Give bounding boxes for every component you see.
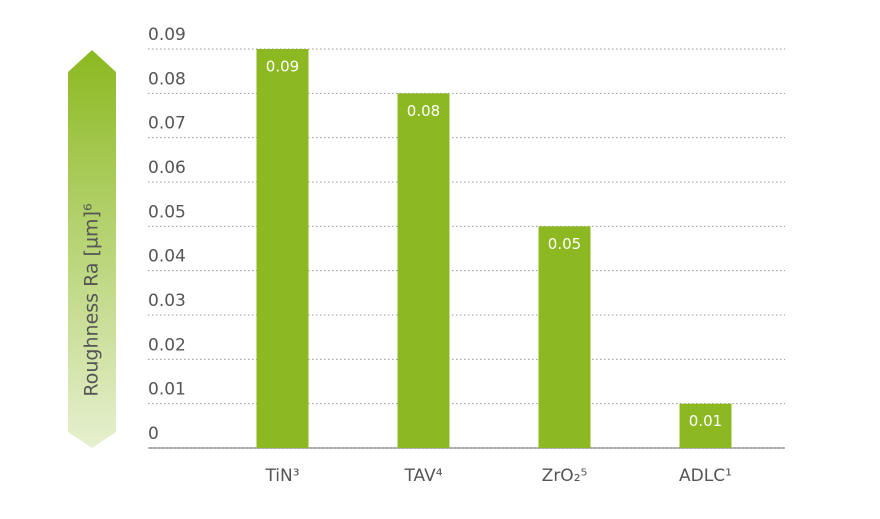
x-tick-label: ADLC¹ <box>679 466 732 486</box>
value-label: 0.09 <box>266 58 299 76</box>
bar <box>679 403 732 448</box>
bar <box>256 49 309 448</box>
y-tick-label: 0.01 <box>148 380 186 400</box>
bar <box>538 226 591 448</box>
axis-arrow <box>68 50 116 448</box>
y-tick-label: 0.06 <box>148 158 186 178</box>
y-axis-label: Roughness Ra [µm]⁶ <box>81 203 103 396</box>
x-tick-label: ZrO₂⁵ <box>542 466 588 486</box>
y-tick-label: 0.05 <box>148 202 186 222</box>
value-label: 0.08 <box>407 102 440 120</box>
y-tick-label: 0.09 <box>148 25 186 45</box>
x-tick-label: TAV⁴ <box>403 466 442 486</box>
value-label: 0.01 <box>689 412 722 430</box>
y-tick-label: 0.07 <box>148 114 186 134</box>
y-tick-label: 0 <box>148 424 159 444</box>
y-tick-label: 0.08 <box>148 69 186 89</box>
x-tick-label: TiN³ <box>264 466 299 486</box>
y-tick-label: 0.03 <box>148 291 186 311</box>
y-tick-label: 0.04 <box>148 247 186 267</box>
y-tick-label: 0.02 <box>148 335 186 355</box>
value-label: 0.05 <box>548 235 581 253</box>
bar <box>397 93 450 448</box>
